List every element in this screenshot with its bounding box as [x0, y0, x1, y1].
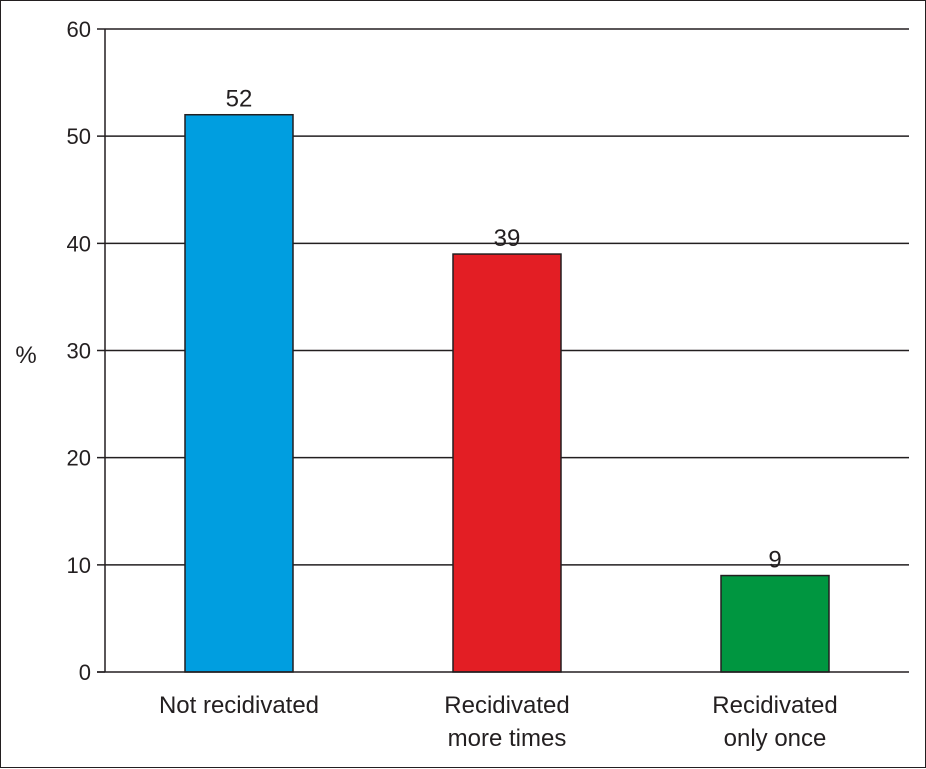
y-tick-label: 40: [67, 231, 91, 256]
x-category-label: Recidivated: [712, 692, 837, 719]
data-label: 52: [226, 86, 253, 113]
data-labels: 52 39 9: [226, 86, 782, 574]
y-axis-ticks: 0 10 20 30 40 50 60: [67, 17, 91, 685]
y-tick-label: 10: [67, 553, 91, 578]
x-category-label: Recidivated: [444, 692, 569, 719]
y-tick-label: 0: [79, 660, 91, 685]
data-label: 9: [768, 547, 781, 574]
y-tick-label: 30: [67, 339, 91, 364]
x-category-label: Not recidivated: [159, 692, 319, 719]
y-tick-label: 20: [67, 446, 91, 471]
y-tick-label: 60: [67, 17, 91, 42]
bar: [720, 574, 830, 673]
y-axis-label: %: [15, 342, 36, 369]
bar: [452, 253, 562, 673]
x-category-label: only once: [724, 725, 827, 752]
bars: [184, 113, 830, 673]
data-label: 39: [494, 225, 521, 252]
x-category-label: more times: [448, 725, 567, 752]
bar: [184, 113, 294, 673]
y-tick-label: 50: [67, 124, 91, 149]
category-labels: Not recidivated Recidivated more times Reci…: [159, 692, 838, 752]
